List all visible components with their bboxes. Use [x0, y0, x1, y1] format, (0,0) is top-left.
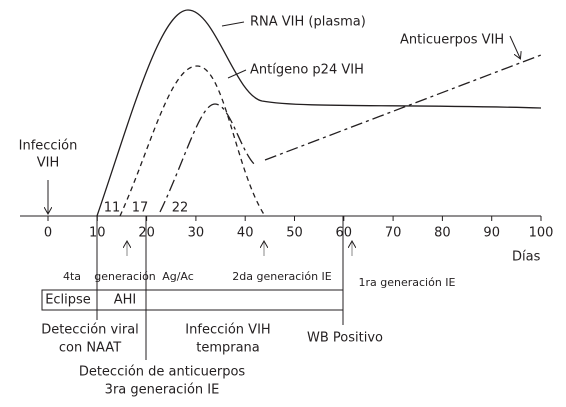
day-mark: 17 — [132, 201, 149, 216]
label: Infección VIH — [185, 323, 270, 338]
x-tick-label: 80 — [434, 226, 451, 241]
rna-curve — [96, 9, 542, 217]
label: con NAAT — [59, 341, 121, 356]
axis-label: Días — [512, 250, 541, 265]
label: 1ra generación IE — [358, 276, 455, 289]
label: WB Positivo — [307, 331, 383, 346]
curves — [20, 9, 542, 360]
label: generación — [94, 270, 156, 283]
antibody-curve — [159, 54, 542, 213]
arrow — [509, 35, 520, 58]
day-mark: 22 — [172, 201, 189, 216]
label: AHI — [114, 293, 137, 308]
x-tick-label: 50 — [286, 226, 303, 241]
label: Detección viral — [41, 323, 139, 338]
x-tick-label: 100 — [529, 226, 554, 241]
label: 4ta — [63, 270, 81, 283]
label: Antígeno p24 VIH — [250, 63, 364, 78]
label: RNA VIH (plasma) — [250, 15, 366, 30]
x-tick-label: 10 — [89, 226, 106, 241]
x-tick-label: 90 — [483, 226, 500, 241]
label: VIH — [37, 156, 60, 171]
x-tick-label: 40 — [237, 226, 254, 241]
day-mark: 11 — [104, 201, 121, 216]
label: Ag/Ac — [162, 270, 194, 283]
leader — [221, 21, 245, 27]
label: Infección — [19, 139, 78, 154]
label: Anticuerpos VIH — [400, 33, 504, 48]
phase-box — [41, 289, 344, 311]
label: 2da generación IE — [232, 270, 332, 283]
x-tick-label: 20 — [138, 226, 155, 241]
label: 3ra generación IE — [105, 383, 220, 398]
x-tick-label: 60 — [336, 226, 353, 241]
label: temprana — [196, 341, 260, 356]
x-tick-label: 0 — [44, 226, 52, 241]
label: Eclipse — [45, 293, 91, 308]
x-tick-label: 30 — [188, 226, 205, 241]
leader — [227, 69, 247, 79]
label: Detección de anticuerpos — [79, 365, 246, 380]
p24-curve — [119, 65, 266, 217]
x-tick-label: 70 — [385, 226, 402, 241]
